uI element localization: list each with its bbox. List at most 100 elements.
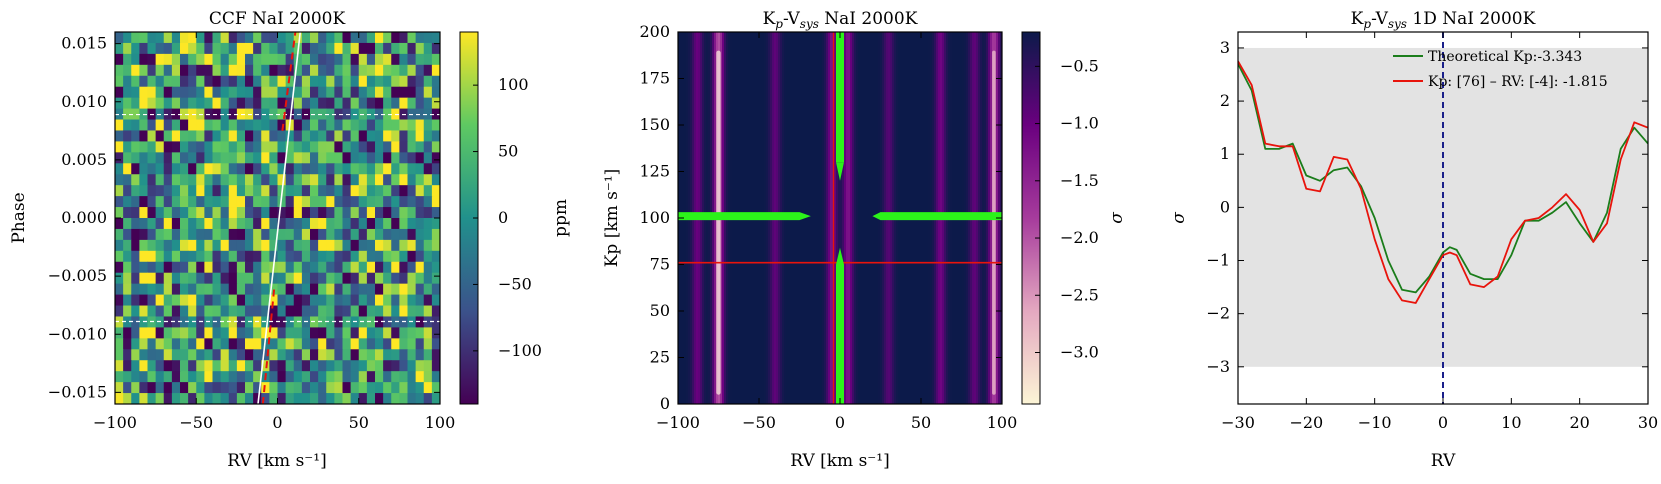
ccf-cell	[245, 64, 254, 77]
kpvsys-column	[840, 32, 843, 404]
ccf-cell	[220, 119, 230, 132]
ccf-cell	[196, 393, 205, 404]
ccf-cell	[310, 349, 319, 361]
ccf-cell	[334, 119, 344, 132]
ccf-cell	[326, 382, 335, 394]
ccf-cell	[415, 42, 425, 55]
ccf-cell	[366, 316, 376, 329]
ccf-cell	[245, 97, 254, 110]
ccf-cell	[318, 218, 327, 230]
ccf-cell	[212, 152, 222, 164]
ccf-cell	[383, 141, 392, 153]
ccf-cell	[423, 108, 433, 121]
ccf-cell	[366, 152, 376, 164]
ccf-cell	[310, 75, 319, 88]
ccf-cell	[261, 228, 270, 241]
ccf-cell	[253, 382, 262, 394]
ccf-cell	[326, 239, 335, 252]
ccf-cell	[342, 283, 352, 296]
ccf-cell	[220, 207, 230, 219]
ccf-cell	[115, 108, 124, 121]
ccf-cell	[204, 42, 214, 55]
ccf-cell	[342, 327, 352, 339]
ccf-cell	[407, 185, 417, 197]
ccf-cell	[310, 218, 319, 230]
ccf-cell	[253, 239, 262, 252]
ccf-cell	[115, 294, 124, 307]
ccf-cell	[236, 316, 246, 329]
ccf-cell	[301, 305, 311, 318]
ccf-cell	[220, 53, 230, 66]
kpvsys-overlays	[678, 32, 1002, 404]
ccf-cell	[391, 53, 400, 66]
ccf-cell	[407, 119, 417, 132]
ccf-cell	[391, 371, 400, 383]
ccf-cell	[415, 185, 425, 197]
ccf-cell	[131, 108, 140, 121]
ccf-cell	[115, 196, 124, 208]
ccf-cell	[285, 250, 295, 263]
ccf-cell	[155, 53, 165, 66]
ccf-cell	[236, 174, 246, 186]
ccf-cell	[261, 207, 270, 219]
ccf-cell	[415, 261, 425, 274]
ccf-cell	[383, 261, 392, 274]
ccf-cell	[277, 163, 287, 175]
ccf-cell	[228, 349, 238, 361]
ccf-cell	[196, 305, 205, 318]
ccf-cell	[399, 360, 409, 372]
ccf-cell	[236, 283, 246, 296]
ccf-cell	[228, 185, 238, 197]
ccf-cell	[383, 86, 392, 99]
ccf-cell	[228, 382, 238, 394]
ccf-cell	[147, 272, 157, 285]
ccf-cell	[318, 349, 327, 361]
ccf-cell	[277, 130, 287, 143]
ccf-cell	[147, 32, 157, 44]
kpvsys-colorbar-tick-label: −1.5	[1060, 171, 1099, 190]
ccf-cell	[139, 163, 149, 175]
ccf-cell	[399, 371, 409, 383]
ccf-cell	[350, 75, 360, 88]
ccf-cell	[399, 97, 409, 110]
ccf-cell	[366, 272, 376, 285]
ccf-cell	[318, 272, 327, 285]
ccf-cell	[326, 64, 335, 77]
kpvsys-1d-xtick-label: −10	[1358, 413, 1392, 432]
ccf-cell	[277, 218, 287, 230]
ccf-cell	[123, 327, 132, 339]
ccf-cell	[399, 382, 409, 394]
ccf-cell	[383, 185, 392, 197]
ccf-cell	[245, 239, 254, 252]
ccf-cell	[204, 316, 214, 329]
ccf-cell	[277, 141, 287, 153]
ccf-cell	[180, 327, 189, 339]
ccf-cell	[326, 272, 335, 285]
ccf-cell	[293, 272, 303, 285]
ccf-cell	[220, 228, 230, 241]
ccf-cell	[253, 294, 262, 307]
ccf-cell	[318, 305, 327, 318]
ccf-cell	[415, 250, 425, 263]
ccf-cell	[188, 64, 197, 77]
ccf-cell	[196, 272, 205, 285]
ccf-cell	[188, 141, 197, 153]
ccf-cell	[301, 327, 311, 339]
ccf-cell	[358, 207, 368, 219]
ccf-cell	[212, 327, 222, 339]
ccf-cell	[375, 316, 384, 329]
ccf-cell	[245, 316, 254, 329]
ccf-cell	[147, 196, 157, 208]
kpvsys-1d-plot	[1238, 32, 1648, 404]
ccf-cell	[423, 185, 433, 197]
ccf-cell	[383, 272, 392, 285]
kpvsys-column	[860, 32, 863, 404]
ccf-cell	[277, 239, 287, 252]
ccf-cell	[171, 130, 181, 143]
ccf-cell	[188, 119, 197, 132]
ccf-cell	[131, 261, 140, 274]
ccf-cell	[180, 338, 189, 350]
ccf-cell	[220, 305, 230, 318]
ccf-cell	[415, 327, 425, 339]
ccf-cell	[350, 250, 360, 263]
